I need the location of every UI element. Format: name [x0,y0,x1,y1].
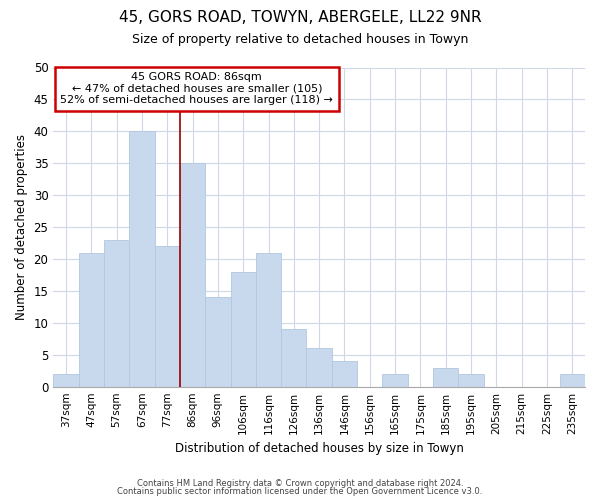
Text: 45 GORS ROAD: 86sqm
← 47% of detached houses are smaller (105)
52% of semi-detac: 45 GORS ROAD: 86sqm ← 47% of detached ho… [61,72,333,106]
Bar [256,252,281,386]
Bar [382,374,408,386]
Bar [281,329,307,386]
Bar [53,374,79,386]
Bar [433,368,458,386]
Y-axis label: Number of detached properties: Number of detached properties [15,134,28,320]
Bar [307,348,332,387]
Text: Contains HM Land Registry data © Crown copyright and database right 2024.: Contains HM Land Registry data © Crown c… [137,478,463,488]
X-axis label: Distribution of detached houses by size in Towyn: Distribution of detached houses by size … [175,442,464,455]
Bar [332,361,357,386]
Bar [104,240,129,386]
Bar [458,374,484,386]
Bar [180,164,205,386]
Bar [155,246,180,386]
Bar [129,132,155,386]
Text: Contains public sector information licensed under the Open Government Licence v3: Contains public sector information licen… [118,487,482,496]
Bar [205,298,230,386]
Bar [230,272,256,386]
Bar [79,252,104,386]
Text: Size of property relative to detached houses in Towyn: Size of property relative to detached ho… [132,32,468,46]
Text: 45, GORS ROAD, TOWYN, ABERGELE, LL22 9NR: 45, GORS ROAD, TOWYN, ABERGELE, LL22 9NR [119,10,481,25]
Bar [560,374,585,386]
